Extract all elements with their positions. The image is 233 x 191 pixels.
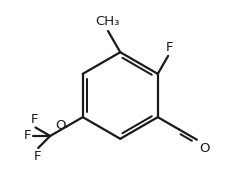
Text: F: F (165, 41, 173, 54)
Text: O: O (55, 119, 65, 132)
Text: F: F (24, 129, 31, 142)
Text: CH₃: CH₃ (95, 15, 119, 28)
Text: O: O (200, 142, 210, 155)
Text: F: F (34, 150, 41, 163)
Text: F: F (31, 113, 38, 126)
